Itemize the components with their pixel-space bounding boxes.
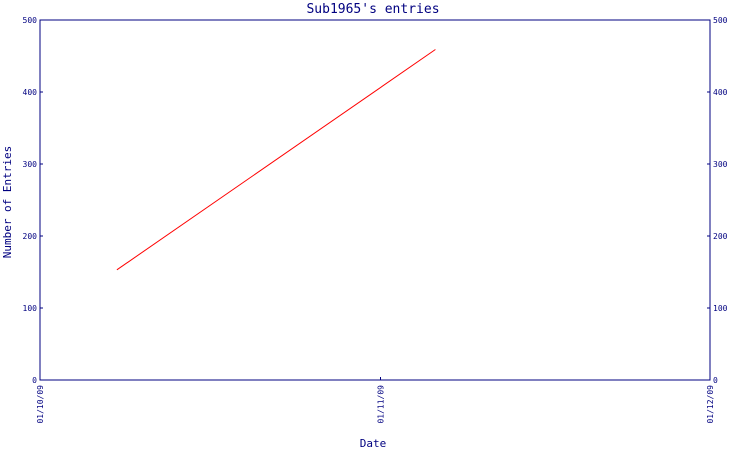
chart-title: Sub1965's entries xyxy=(306,2,439,17)
y-axis-title: Number of Entries xyxy=(1,146,14,259)
y-tick-label-left: 200 xyxy=(23,232,38,241)
y-tick-label-left: 400 xyxy=(23,88,38,97)
y-tick-label-right: 400 xyxy=(713,88,728,97)
y-tick-label-left: 500 xyxy=(23,16,38,25)
y-tick-label-right: 500 xyxy=(713,16,728,25)
y-tick-label-left: 0 xyxy=(32,376,37,385)
y-tick-label-left: 100 xyxy=(23,304,38,313)
y-tick-label-right: 0 xyxy=(713,376,718,385)
series-layer xyxy=(116,49,436,271)
y-tick-label-right: 300 xyxy=(713,160,728,169)
x-tick-label: 01/10/09 xyxy=(36,385,45,424)
y-tick-label-right: 200 xyxy=(713,232,728,241)
y-tick-label-right: 100 xyxy=(713,304,728,313)
axes: 0 0 100 100 200 200 300 300 400 400 500 500 01/10/09… xyxy=(23,16,728,424)
plot-frame xyxy=(39,19,711,381)
series-line xyxy=(116,49,436,271)
y-tick-label-left: 300 xyxy=(23,160,38,169)
x-axis-title: Date xyxy=(360,437,387,450)
x-tick-label: 01/11/09 xyxy=(376,385,385,424)
x-tick-label: 01/12/09 xyxy=(706,385,715,424)
